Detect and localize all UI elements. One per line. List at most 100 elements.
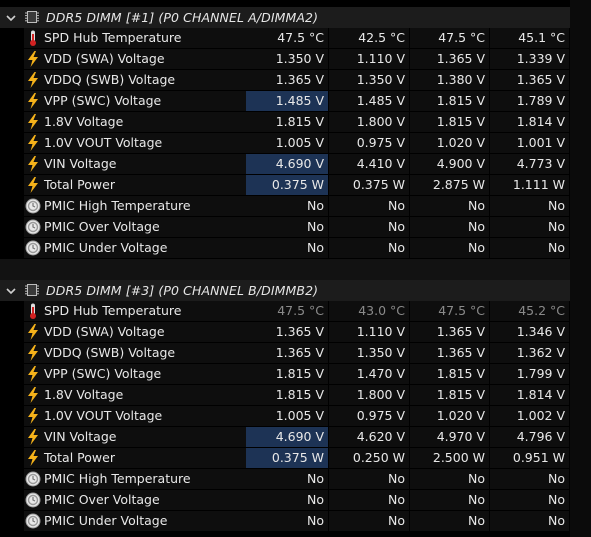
sensor-value: 1.380 V xyxy=(410,70,489,90)
clock-icon xyxy=(24,470,42,488)
sensor-value: 1.020 V xyxy=(410,133,489,153)
sensor-label: SPD Hub Temperature xyxy=(44,30,182,45)
sensor-name: VDD (SWA) Voltage xyxy=(24,49,268,69)
sensor-value: 0.375 W xyxy=(246,448,328,468)
sensor-value: 0.975 V xyxy=(329,406,409,426)
sensor-value: 4.900 V xyxy=(410,154,489,174)
sensor-name: SPD Hub Temperature xyxy=(24,28,268,48)
sensor-value: 1.365 V xyxy=(410,343,489,363)
sensor-label: Total Power xyxy=(44,450,115,465)
sensor-value: 0.250 W xyxy=(329,448,409,468)
scrollbar-area[interactable] xyxy=(570,0,591,537)
scrollbar-track[interactable] xyxy=(570,0,591,537)
sensor-name: VDD (SWA) Voltage xyxy=(24,322,268,342)
sensor-label: VIN Voltage xyxy=(44,156,117,171)
sensor-name: 1.0V VOUT Voltage xyxy=(24,133,268,153)
sensor-value: 1.814 V xyxy=(490,112,569,132)
sensor-value: 2.500 W xyxy=(410,448,489,468)
sensor-row[interactable]: PMIC High Temperature No No No No xyxy=(0,469,591,490)
sensor-row[interactable]: VDD (SWA) Voltage 1.350 V 1.110 V 1.365 V 1.… xyxy=(0,49,591,70)
sensor-value: 1.815 V xyxy=(410,385,489,405)
sensor-row[interactable]: PMIC Under Voltage No No No No xyxy=(0,511,591,532)
sensor-row[interactable]: VIN Voltage 4.690 V 4.410 V 4.900 V 4.773 V xyxy=(0,154,591,175)
clock-icon xyxy=(24,239,42,257)
memory-chip-icon xyxy=(24,282,40,298)
sensor-row[interactable]: SPD Hub Temperature 47.5 °C 42.5 °C 47.5 °C… xyxy=(0,28,591,49)
sensor-label: 1.0V VOUT Voltage xyxy=(44,408,163,423)
sensor-value: 0.375 W xyxy=(246,175,328,195)
sensor-value: 4.970 V xyxy=(410,427,489,447)
sensor-label: VDD (SWA) Voltage xyxy=(44,324,165,339)
sensor-value: 1.800 V xyxy=(329,112,409,132)
sensor-row[interactable]: SPD Hub Temperature 47.5 °C 43.0 °C 47.5 °C… xyxy=(0,301,591,322)
sensor-row[interactable]: VIN Voltage 4.690 V 4.620 V 4.970 V 4.796 V xyxy=(0,427,591,448)
sensor-value: 1.365 V xyxy=(246,70,328,90)
sensor-value: No xyxy=(246,511,328,531)
sensor-value: 1.110 V xyxy=(329,49,409,69)
sensor-row[interactable]: 1.0V VOUT Voltage 1.005 V 0.975 V 1.020 V 1.… xyxy=(0,133,591,154)
sensor-name: 1.8V Voltage xyxy=(24,112,268,132)
sensor-value: No xyxy=(329,511,409,531)
sensor-value: 1.339 V xyxy=(490,49,569,69)
chevron-down-icon[interactable] xyxy=(4,283,18,297)
sensor-value: No xyxy=(246,490,328,510)
sensor-label: PMIC Over Voltage xyxy=(44,219,160,234)
sensor-row[interactable]: Total Power 0.375 W 0.250 W 2.500 W 0.951 W xyxy=(0,448,591,469)
sensor-row[interactable]: PMIC Over Voltage No No No No xyxy=(0,490,591,511)
sensor-label: PMIC Under Voltage xyxy=(44,240,168,255)
sensor-value: 1.815 V xyxy=(246,385,328,405)
lightning-icon xyxy=(24,344,42,362)
sensor-name: VIN Voltage xyxy=(24,427,268,447)
sensor-name: VDDQ (SWB) Voltage xyxy=(24,343,268,363)
sensor-name: PMIC Over Voltage xyxy=(24,490,268,510)
sensor-value: 1.800 V xyxy=(329,385,409,405)
lightning-icon xyxy=(24,449,42,467)
sensor-row[interactable]: VDD (SWA) Voltage 1.365 V 1.110 V 1.365 V 1.… xyxy=(0,322,591,343)
sensor-name: PMIC High Temperature xyxy=(24,196,268,216)
sensor-name: PMIC Under Voltage xyxy=(24,511,268,531)
sensor-value: No xyxy=(490,217,569,237)
sensor-value: 1.362 V xyxy=(490,343,569,363)
sensor-row[interactable]: 1.8V Voltage 1.815 V 1.800 V 1.815 V 1.814 V xyxy=(0,112,591,133)
sensor-value: 1.365 V xyxy=(246,322,328,342)
sensor-label: 1.8V Voltage xyxy=(44,114,124,129)
sensor-value: 1.815 V xyxy=(246,112,328,132)
sensor-value: 47.5 °C xyxy=(246,28,328,48)
lightning-icon xyxy=(24,323,42,341)
sensor-row[interactable]: PMIC Over Voltage No No No No xyxy=(0,217,591,238)
sensor-value: 4.690 V xyxy=(246,154,328,174)
sensor-value: 1.365 V xyxy=(490,70,569,90)
sensor-row[interactable]: PMIC High Temperature No No No No xyxy=(0,196,591,217)
lightning-icon xyxy=(24,365,42,383)
sensor-value: 1.815 V xyxy=(410,364,489,384)
lightning-icon xyxy=(24,92,42,110)
chevron-down-icon[interactable] xyxy=(4,10,18,24)
sensor-value: 1.365 V xyxy=(246,343,328,363)
sensor-value: No xyxy=(329,238,409,258)
sensor-value: 1.365 V xyxy=(410,322,489,342)
sensor-value: 1.815 V xyxy=(410,112,489,132)
sensor-value: 1.350 V xyxy=(329,70,409,90)
sensor-value: 1.005 V xyxy=(246,133,328,153)
sensor-value: 0.975 V xyxy=(329,133,409,153)
sensor-row[interactable]: 1.0V VOUT Voltage 1.005 V 0.975 V 1.020 V 1.… xyxy=(0,406,591,427)
sensor-value: 43.0 °C xyxy=(329,301,409,321)
group-header[interactable]: DDR5 DIMM [#1] (P0 CHANNEL A/DIMMA2) xyxy=(0,7,591,28)
sensor-value: No xyxy=(329,490,409,510)
group-header[interactable]: DDR5 DIMM [#3] (P0 CHANNEL B/DIMMB2) xyxy=(0,280,591,301)
sensor-value: 4.773 V xyxy=(490,154,569,174)
sensor-value: 1.365 V xyxy=(410,49,489,69)
sensor-value: 1.002 V xyxy=(490,406,569,426)
sensor-name: VDDQ (SWB) Voltage xyxy=(24,70,268,90)
sensor-row[interactable]: PMIC Under Voltage No No No No xyxy=(0,238,591,259)
sensor-value: 1.814 V xyxy=(490,385,569,405)
sensor-row[interactable]: Total Power 0.375 W 0.375 W 2.875 W 1.111 W xyxy=(0,175,591,196)
sensor-row[interactable]: VPP (SWC) Voltage 1.485 V 1.485 V 1.815 V 1.… xyxy=(0,91,591,112)
sensor-value: 1.799 V xyxy=(490,364,569,384)
sensor-row[interactable]: VPP (SWC) Voltage 1.815 V 1.470 V 1.815 V 1.… xyxy=(0,364,591,385)
sensor-value: No xyxy=(410,217,489,237)
sensor-value: 4.796 V xyxy=(490,427,569,447)
sensor-row[interactable]: 1.8V Voltage 1.815 V 1.800 V 1.815 V 1.814 V xyxy=(0,385,591,406)
